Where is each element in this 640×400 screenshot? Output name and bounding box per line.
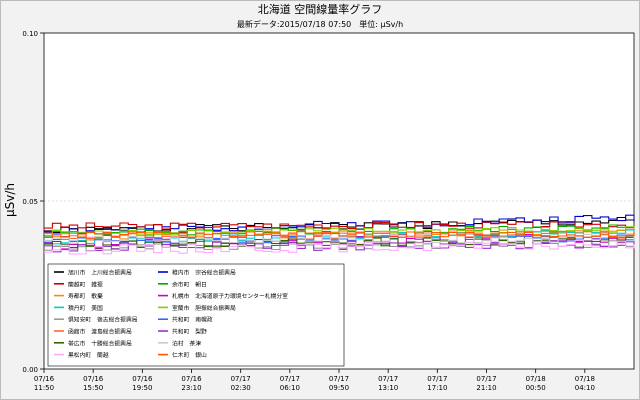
x-tick-date: 07/16 [132, 375, 153, 383]
y-axis-label: μSv/h [3, 183, 17, 217]
legend-label: 泊村 茶津 [172, 339, 201, 347]
series-line [44, 239, 635, 255]
series-lines [44, 214, 635, 255]
x-tick-time: 15:50 [83, 384, 103, 392]
legend-label: 共和町 梨野 [172, 328, 207, 336]
x-tick-time: 23:10 [181, 384, 201, 392]
legend-label: 蘭越町 雑振 [68, 280, 103, 288]
x-tick-time: 02:30 [231, 384, 251, 392]
legend-label: 函館市 渡島総合振興局 [68, 328, 132, 336]
y-axis: 0.00 0.05 0.10 [22, 30, 634, 374]
legend-label: 稚内市 宗谷総合振興局 [172, 269, 236, 277]
legend-label: 寿都町 歌棄 [68, 292, 103, 300]
x-tick-time: 11:50 [34, 384, 54, 392]
chart-title: 北海道 空間線量率グラフ [258, 2, 383, 16]
chart-subtitle: 最新データ:2015/07/18 07:50 単位: μSv/h [237, 19, 403, 29]
y-tick-label: 0.00 [22, 366, 38, 374]
x-tick-date: 07/16 [34, 375, 55, 383]
x-tick-date: 07/16 [181, 375, 202, 383]
x-tick-time: 04:10 [575, 384, 595, 392]
x-tick-date: 07/18 [575, 375, 595, 383]
x-tick-time: 09:50 [329, 384, 349, 392]
y-tick-label: 0.10 [22, 30, 38, 38]
x-tick-date: 07/17 [427, 375, 447, 383]
legend-label: 帯広市 十勝総合振興局 [68, 339, 132, 347]
x-tick-date: 07/18 [526, 375, 546, 383]
legend-label: 札幌市 北海道原子力環境センター札幌分室 [172, 292, 288, 300]
x-tick-date: 07/17 [476, 375, 496, 383]
x-tick-date: 07/16 [83, 375, 104, 383]
x-tick-date: 07/17 [378, 375, 398, 383]
legend-label: 余市町 朝日 [172, 280, 207, 288]
legend-label: 仁木町 銀山 [172, 351, 207, 359]
x-tick-time: 13:10 [378, 384, 398, 392]
legend-label: 倶知安町 後志総合振興局 [68, 316, 138, 324]
y-tick-label: 0.05 [22, 198, 38, 206]
legend-label: 室蘭市 胆振総合振興局 [172, 304, 236, 312]
x-tick-time: 21:10 [476, 384, 496, 392]
legend-label: 旭川市 上川総合振興局 [68, 269, 132, 277]
x-tick-time: 06:10 [280, 384, 300, 392]
legend-box [47, 263, 345, 367]
x-tick-date: 07/17 [329, 375, 349, 383]
legend-label: 共和町 南幌政 [172, 316, 213, 324]
x-tick-time: 17:10 [427, 384, 447, 392]
series-line [44, 230, 635, 239]
legend-label: 黒松内町 蘭越 [68, 351, 109, 359]
legend-label: 積丹町 美国 [68, 304, 103, 312]
x-tick-date: 07/17 [280, 375, 300, 383]
x-tick-time: 19:50 [132, 384, 152, 392]
x-axis: 07/1611:5007/1615:5007/1619:5007/1623:10… [34, 369, 595, 392]
series-line [44, 224, 635, 237]
x-tick-time: 00:50 [526, 384, 546, 392]
x-tick-date: 07/17 [231, 375, 251, 383]
